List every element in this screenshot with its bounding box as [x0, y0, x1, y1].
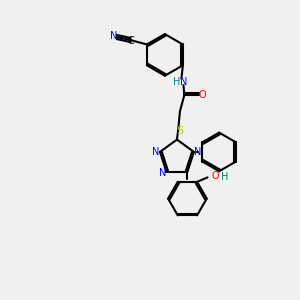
- Text: C: C: [128, 36, 134, 46]
- Text: N: N: [159, 168, 167, 178]
- Text: O: O: [199, 90, 207, 100]
- Text: H: H: [221, 172, 228, 182]
- Text: S: S: [176, 126, 184, 136]
- Text: N: N: [152, 147, 159, 157]
- Text: N: N: [194, 147, 201, 157]
- Text: N: N: [110, 31, 118, 41]
- Text: H: H: [173, 77, 181, 87]
- Text: N: N: [180, 77, 188, 87]
- Text: O: O: [212, 171, 219, 181]
